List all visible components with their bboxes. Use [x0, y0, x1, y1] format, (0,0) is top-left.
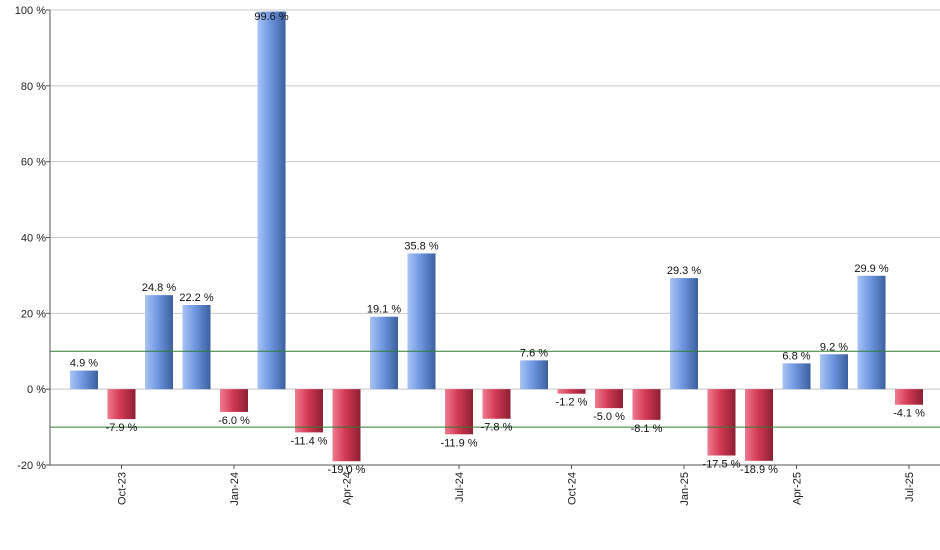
bar-nov-23 [145, 295, 173, 390]
data-label: 6.8 % [782, 350, 810, 362]
x-tick-label: Oct-23 [117, 472, 129, 505]
data-label: -11.4 % [290, 435, 327, 447]
bar-sep-24 [520, 360, 548, 390]
data-label: -1.2 % [556, 397, 588, 409]
bar-mar-25 [745, 389, 773, 461]
bar-apr-25 [782, 363, 811, 390]
data-label: 99.6 % [254, 11, 288, 23]
x-tick-label: Apr-24 [342, 472, 354, 505]
bar-jul-25 [895, 389, 923, 405]
data-label: -19.0 % [328, 464, 366, 476]
x-tick-label: Apr-25 [792, 472, 804, 505]
x-tick-label: Jul-24 [454, 472, 466, 502]
x-tick-label: Jan-24 [229, 472, 241, 506]
y-tick-label: -20 % [17, 460, 46, 472]
data-label: -6.0 % [218, 415, 250, 427]
data-label: -11.9 % [440, 437, 477, 449]
y-tick-label: 40 % [21, 233, 46, 245]
data-label: 29.9 % [854, 263, 888, 275]
data-label: 19.1 % [367, 304, 401, 316]
bar-may-25 [820, 354, 848, 390]
data-label: 7.6 % [520, 347, 548, 359]
y-tick-label: 80 % [21, 81, 46, 93]
bar-oct-23 [107, 389, 136, 420]
bar-jan-24 [220, 389, 248, 412]
bar-may-24 [370, 316, 398, 390]
data-labels: 4.9 % -7.9 % 24.8 %22.2 % -6.0 % 99.6 % -11.4… [70, 11, 925, 476]
bars [70, 11, 923, 462]
data-label: 29.3 % [667, 265, 701, 277]
y-tick-label: 60 % [21, 157, 46, 169]
bar-sep-23 [70, 370, 98, 390]
data-label: -7.9 % [106, 422, 138, 434]
x-tick-label: Oct-24 [567, 472, 579, 505]
bar-oct-24 [557, 389, 586, 394]
bar-jun-24 [407, 253, 436, 390]
bar-dec-24 [632, 389, 661, 420]
bar-jan-25 [670, 278, 698, 390]
bar-feb-24 [257, 11, 286, 390]
bar-feb-25 [707, 389, 736, 456]
axes: -20 % 0 % 20 % 40 % 60 % 80 % 100 % Oct-23 Jan-2… [15, 5, 940, 506]
bar-dec-23 [182, 304, 211, 390]
bar-mar-24 [295, 389, 323, 433]
bar-jun-25 [857, 275, 886, 390]
data-label: -7.8 % [481, 422, 513, 434]
reference-lines [50, 350, 940, 428]
y-tick-label: 20 % [21, 308, 46, 320]
bar-aug-24 [482, 389, 511, 419]
data-label: 35.8 % [404, 240, 438, 252]
data-label: -5.0 % [593, 411, 625, 423]
x-tick-label: Jan-25 [679, 472, 691, 506]
data-label: 4.9 % [70, 358, 98, 370]
x-tick-label: Jul-25 [904, 472, 916, 502]
bar-apr-24 [332, 389, 361, 462]
data-label: -8.1 % [631, 423, 663, 435]
data-label: -4.1 % [893, 408, 925, 420]
data-label: -18.9 % [740, 464, 778, 476]
data-label: 24.8 % [142, 282, 176, 294]
data-label: 22.2 % [179, 292, 213, 304]
y-tick-label: 0 % [27, 384, 46, 396]
bar-nov-24 [595, 389, 623, 409]
y-tick-label: 100 % [15, 5, 46, 17]
data-label: 9.2 % [820, 341, 848, 353]
data-label: -17.5 % [703, 459, 741, 471]
